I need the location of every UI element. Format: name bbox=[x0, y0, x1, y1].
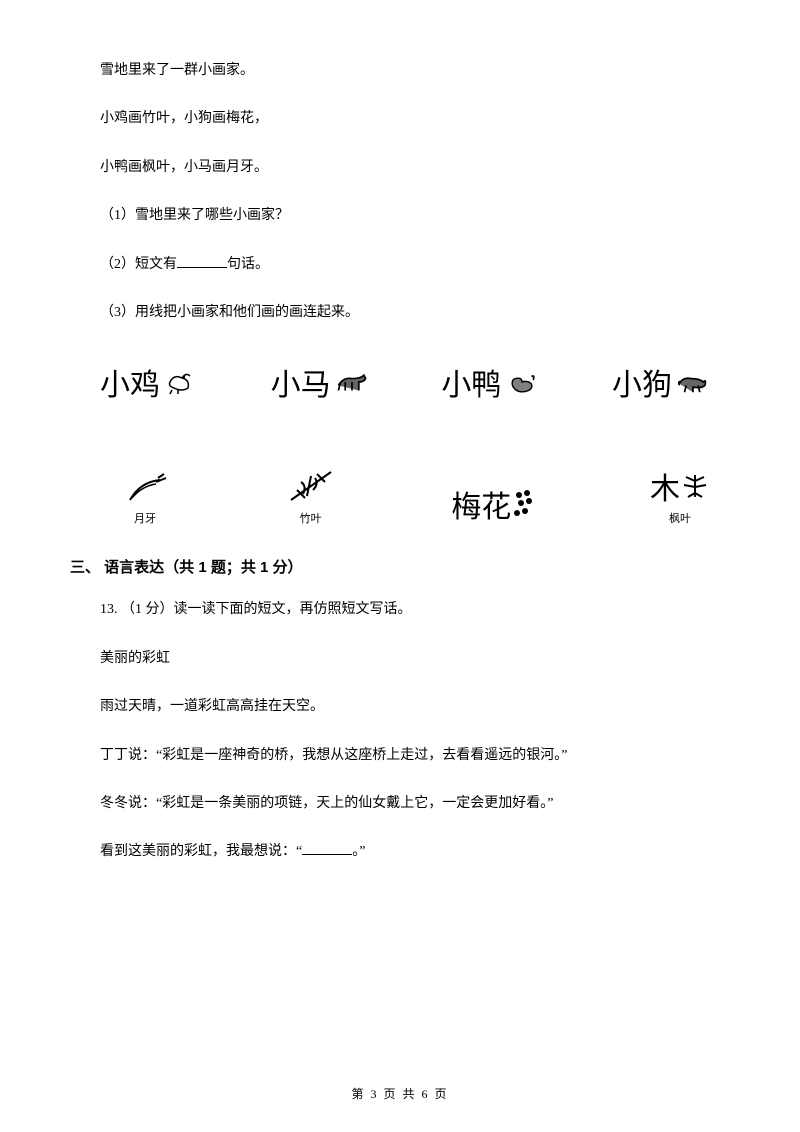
dog-icon bbox=[676, 368, 710, 396]
rainbow-p1: 雨过天晴，一道彩虹高高挂在天空。 bbox=[100, 696, 730, 718]
match-dog: 小狗 bbox=[612, 360, 710, 404]
match-maple: 木 枫叶 bbox=[650, 464, 710, 526]
chicken-label: 小鸡 bbox=[100, 360, 160, 404]
match-plum: 梅花 bbox=[451, 482, 537, 526]
section-3-header: 三、 语言表达（共 1 题；共 1 分） bbox=[70, 556, 730, 577]
moon-icon bbox=[120, 472, 170, 508]
duck-label: 小鸭 bbox=[441, 360, 501, 404]
match-chicken: 小鸡 bbox=[100, 360, 198, 404]
plum-label: 梅花 bbox=[451, 482, 511, 526]
horse-icon bbox=[335, 368, 369, 396]
match-bamboo: 竹叶 bbox=[283, 468, 339, 526]
maple-char: 木 bbox=[650, 464, 680, 508]
page-footer: 第 3 页 共 6 页 bbox=[0, 1085, 800, 1102]
question-2-suffix: 句话。 bbox=[227, 257, 269, 272]
bamboo-label: 竹叶 bbox=[300, 510, 322, 526]
document-body: 雪地里来了一群小画家。 小鸡画竹叶，小狗画梅花， 小鸭画枫叶，小马画月牙。 （1… bbox=[70, 60, 730, 864]
duck-icon bbox=[505, 368, 539, 396]
maple-icon bbox=[680, 471, 710, 501]
question-1: （1）雪地里来了哪些小画家？ bbox=[100, 205, 730, 227]
question-2-prefix: （2）短文有 bbox=[100, 257, 177, 272]
rainbow-p4-prefix: 看到这美丽的彩虹，我最想说：“ bbox=[100, 844, 302, 859]
question-2: （2）短文有 句话。 bbox=[100, 254, 730, 276]
match-horse: 小马 bbox=[271, 360, 369, 404]
match-duck: 小鸭 bbox=[441, 360, 539, 404]
passage-line-1: 雪地里来了一群小画家。 bbox=[100, 60, 730, 82]
dog-label: 小狗 bbox=[612, 360, 672, 404]
plum-icon bbox=[511, 487, 537, 521]
question-3: （3）用线把小画家和他们画的画连起来。 bbox=[100, 302, 730, 324]
chicken-icon bbox=[164, 368, 198, 396]
passage-line-2: 小鸡画竹叶，小狗画梅花， bbox=[100, 108, 730, 130]
match-moon: 月牙 bbox=[120, 472, 170, 526]
maple-label: 枫叶 bbox=[669, 510, 691, 526]
matching-row-animals: 小鸡 小马 小鸭 小狗 bbox=[100, 350, 730, 414]
rainbow-p4-suffix: 。” bbox=[352, 844, 365, 859]
moon-label: 月牙 bbox=[134, 510, 156, 526]
rainbow-p2: 丁丁说：“彩虹是一座神奇的桥，我想从这座桥上走过，去看看遥远的银河。” bbox=[100, 745, 730, 767]
horse-label: 小马 bbox=[271, 360, 331, 404]
blank-input[interactable] bbox=[177, 254, 227, 268]
question-13: 13. （1 分）读一读下面的短文，再仿照短文写话。 bbox=[100, 599, 730, 621]
rainbow-title: 美丽的彩虹 bbox=[100, 648, 730, 670]
rainbow-p4: 看到这美丽的彩虹，我最想说：“ 。” bbox=[100, 841, 730, 863]
passage-line-3: 小鸭画枫叶，小马画月牙。 bbox=[100, 157, 730, 179]
blank-input-2[interactable] bbox=[302, 841, 352, 855]
bamboo-icon bbox=[283, 468, 339, 508]
matching-row-drawings: 月牙 竹叶 梅花 木 枫叶 bbox=[100, 464, 730, 526]
rainbow-p3: 冬冬说：“彩虹是一条美丽的项链，天上的仙女戴上它，一定会更加好看。” bbox=[100, 793, 730, 815]
